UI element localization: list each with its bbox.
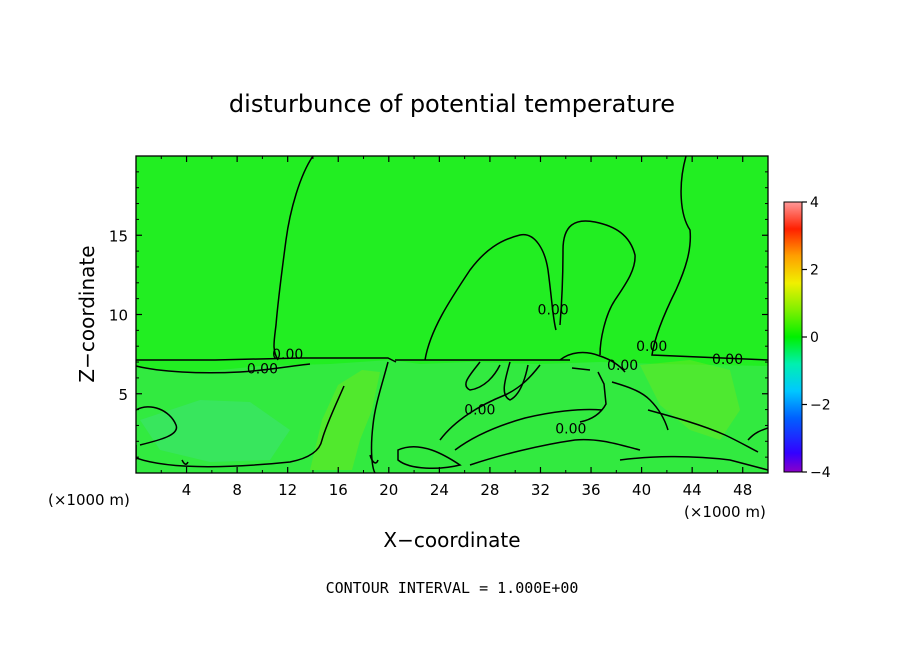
colorbar-gradient [783, 201, 803, 473]
colorbar-tick-label: −4 [810, 465, 831, 481]
contour-label: 0.00 [464, 403, 495, 419]
chart-title: disturbunce of potential temperature [229, 90, 675, 118]
x-tick-label: 8 [232, 481, 242, 499]
colorbar-tick-label: 0 [810, 330, 819, 346]
x-tick-label: 20 [379, 481, 398, 499]
contour-label: 0.00 [636, 339, 667, 355]
x-tick-label: 12 [278, 481, 297, 499]
contour-label: 0.00 [272, 347, 303, 363]
colorbar-tick-label: 4 [810, 195, 819, 211]
contour-label: 0.00 [538, 303, 569, 319]
x-tick-label: 24 [430, 481, 449, 499]
y-axis-ticks: 5 10 15 [109, 171, 768, 458]
contour-label: 0.00 [607, 358, 638, 374]
x-tick-label: 32 [531, 481, 550, 499]
contour-labels: 0.000.000.000.000.000.000.000.00 [247, 303, 743, 438]
contour-interval-note: CONTOUR INTERVAL = 1.000E+00 [326, 579, 579, 597]
x-unit-label-left: (×1000 m) [48, 491, 130, 509]
x-unit-label-right: (×1000 m) [684, 503, 766, 521]
x-tick-label: 4 [182, 481, 192, 499]
contour-label: 0.00 [555, 422, 586, 438]
cool-patch [140, 400, 290, 462]
plot-area [136, 156, 768, 473]
x-axis-ticks: 4 8 12 16 20 24 28 32 36 40 44 48 [160, 156, 752, 499]
x-tick-label: 36 [581, 481, 600, 499]
y-axis-label: Z−coordinate [75, 245, 99, 382]
x-tick-label: 44 [683, 481, 702, 499]
colorbar-ticks: −4 −2 0 2 4 [802, 195, 831, 481]
y-tick-label: 5 [118, 386, 128, 404]
contour-label: 0.00 [712, 352, 743, 368]
colorbar: −4 −2 0 2 4 [783, 195, 831, 481]
contour-label: 0.00 [247, 361, 278, 377]
x-tick-label: 40 [632, 481, 651, 499]
colorbar-tick-label: 2 [810, 263, 819, 279]
contour-lines [136, 156, 768, 473]
x-tick-label: 48 [733, 481, 752, 499]
x-tick-label: 16 [329, 481, 348, 499]
x-axis-label: X−coordinate [383, 528, 520, 552]
warm-patch [310, 370, 380, 470]
colorbar-tick-label: −2 [810, 398, 831, 414]
y-tick-label: 15 [109, 227, 128, 245]
warm-patch [640, 360, 740, 440]
lower-layer-shading [136, 360, 768, 473]
y-tick-label: 10 [109, 307, 128, 325]
x-tick-label: 28 [480, 481, 499, 499]
